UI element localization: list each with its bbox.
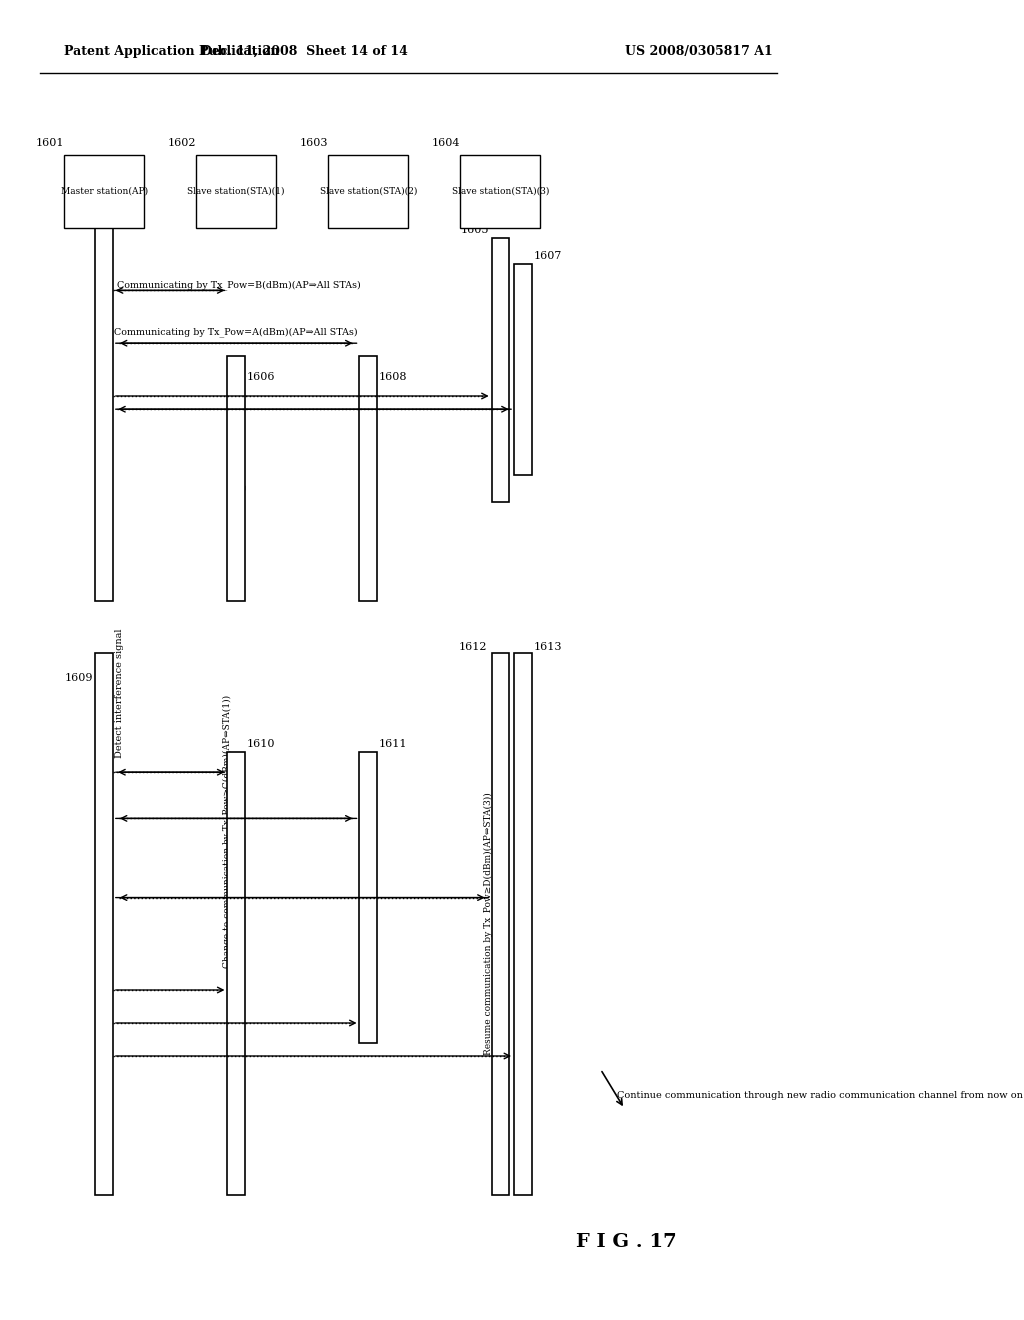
Bar [492, 653, 509, 1195]
Text: Slave station(STA)(1): Slave station(STA)(1) [187, 187, 285, 195]
Text: 1610: 1610 [247, 739, 275, 750]
Bar [95, 653, 113, 1195]
Text: Move to new radio communication channel(AP, All STAs): Move to new radio communication channel(… [518, 793, 527, 1055]
Text: Detect interference signal: Detect interference signal [116, 628, 124, 758]
Bar [227, 356, 245, 601]
Text: Slave station(STA)(3): Slave station(STA)(3) [452, 187, 549, 195]
FancyBboxPatch shape [461, 154, 541, 227]
Text: 1607: 1607 [534, 251, 561, 261]
FancyBboxPatch shape [65, 154, 144, 227]
Text: Slave station(STA)(2): Slave station(STA)(2) [319, 187, 417, 195]
Text: Resume communication by Tx_Pow≥D(dBm)(AP⇔STA(3)): Resume communication by Tx_Pow≥D(dBm)(AP… [482, 792, 493, 1056]
Text: Communicating by Tx_Pow=A(dBm)(AP⇒All STAs): Communicating by Tx_Pow=A(dBm)(AP⇒All ST… [115, 327, 358, 337]
Bar [359, 752, 377, 1043]
Text: US 2008/0305817 A1: US 2008/0305817 A1 [625, 45, 772, 58]
Bar [492, 238, 509, 502]
Text: 1609: 1609 [65, 673, 93, 684]
Text: Dec. 11, 2008  Sheet 14 of 14: Dec. 11, 2008 Sheet 14 of 14 [201, 45, 408, 58]
Text: 1601: 1601 [36, 139, 65, 149]
Text: 1604: 1604 [432, 139, 461, 149]
Text: 1612: 1612 [459, 642, 487, 652]
Text: F I G . 17: F I G . 17 [577, 1233, 677, 1251]
Text: Idle(AP⇔STA(3)): Idle(AP⇔STA(3)) [518, 331, 527, 408]
FancyBboxPatch shape [329, 154, 409, 227]
Text: Communicating by Tx_Pow=B(dBm)(AP⇒All STAs): Communicating by Tx_Pow=B(dBm)(AP⇒All ST… [117, 281, 360, 290]
Text: Change to communication by Tx_Pow≥C(dBm)(AP⇔STA(1)): Change to communication by Tx_Pow≥C(dBm)… [222, 696, 232, 968]
Text: 1611: 1611 [379, 739, 408, 750]
Text: 1608: 1608 [379, 372, 408, 383]
FancyBboxPatch shape [197, 154, 276, 227]
Text: Patent Application Publication: Patent Application Publication [65, 45, 280, 58]
Bar [227, 752, 245, 1195]
Bar [514, 653, 531, 1195]
Text: 1613: 1613 [534, 642, 562, 652]
Bar [514, 264, 531, 475]
Text: 1605: 1605 [461, 224, 489, 235]
Bar [359, 356, 377, 601]
Text: 1602: 1602 [168, 139, 197, 149]
Text: Continue communication through new radio communication channel from now on: Continue communication through new radio… [616, 1092, 1022, 1100]
Bar [95, 218, 113, 601]
Text: Communicating by Tx_Pow=C(dBm)(AP⇔STA(2)): Communicating by Tx_Pow=C(dBm)(AP⇔STA(2)… [237, 366, 246, 590]
Text: 1606: 1606 [247, 372, 275, 383]
Text: Master station(AP): Master station(AP) [60, 187, 147, 195]
Text: 1603: 1603 [300, 139, 329, 149]
